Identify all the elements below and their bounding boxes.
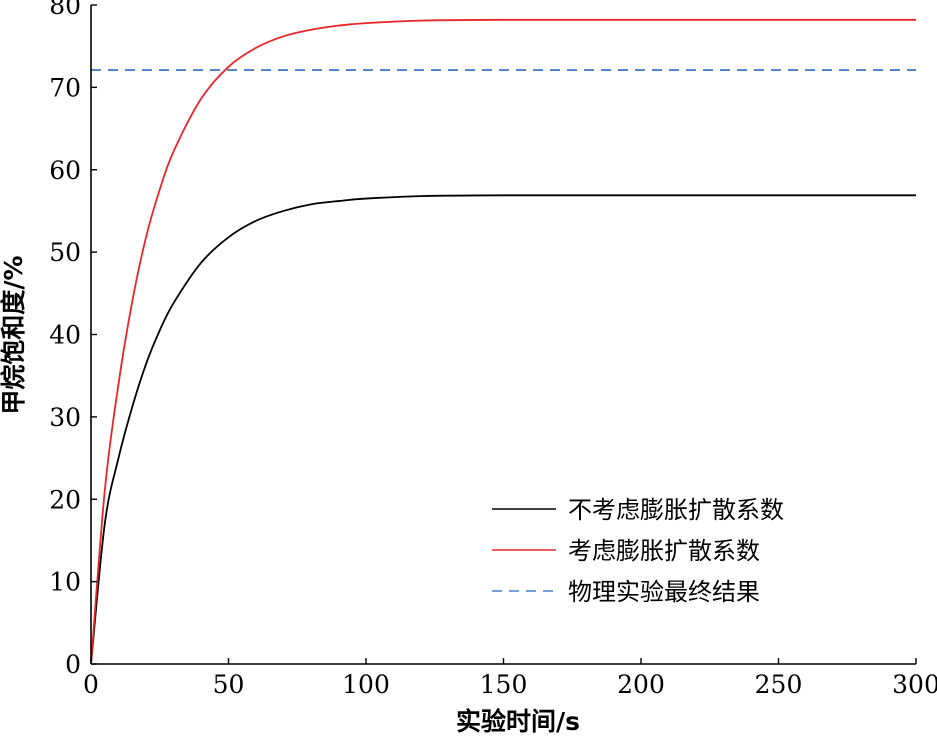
series-line-0 — [90, 194, 916, 665]
y-tick-label: 30 — [49, 403, 81, 432]
y-tick-label: 70 — [49, 73, 81, 102]
y-tick-label: 40 — [49, 321, 81, 350]
legend-item-blue: 物理实验最终结果 — [492, 578, 760, 606]
y-tick-label: 60 — [49, 156, 81, 185]
y-tick-label: 50 — [49, 238, 81, 267]
x-tick-label: 100 — [342, 670, 390, 699]
legend-label-black: 不考虑膨胀扩散系数 — [568, 496, 784, 524]
axes-layer — [90, 5, 916, 665]
x-tick-label: 250 — [755, 670, 803, 699]
series-layer — [90, 18, 916, 665]
x-axis-title: 实验时间/s — [456, 707, 580, 736]
series-line-1 — [90, 18, 916, 665]
y-tick-label: 80 — [49, 0, 81, 20]
x-tick-label: 300 — [892, 670, 937, 699]
y-axis-title: 甲烷饱和度/% — [0, 255, 28, 414]
x-tick-label: 0 — [83, 670, 99, 699]
x-tick-label: 50 — [213, 670, 245, 699]
legend-label-red: 考虑膨胀扩散系数 — [568, 537, 760, 565]
y-tick-label: 20 — [49, 485, 81, 514]
legend-item-red: 考虑膨胀扩散系数 — [492, 537, 760, 565]
y-ticks: 0 10 20 30 40 50 60 70 80 — [49, 0, 97, 679]
legend-label-blue: 物理实验最终结果 — [568, 578, 760, 606]
x-tick-label: 200 — [617, 670, 665, 699]
legend: 不考虑膨胀扩散系数 考虑膨胀扩散系数 物理实验最终结果 — [492, 496, 784, 606]
y-tick-label: 0 — [65, 650, 81, 679]
y-tick-label: 10 — [49, 568, 81, 597]
legend-item-black: 不考虑膨胀扩散系数 — [492, 496, 784, 524]
x-ticks: 0 50 100 150 200 250 300 — [83, 658, 937, 699]
x-tick-label: 150 — [480, 670, 528, 699]
